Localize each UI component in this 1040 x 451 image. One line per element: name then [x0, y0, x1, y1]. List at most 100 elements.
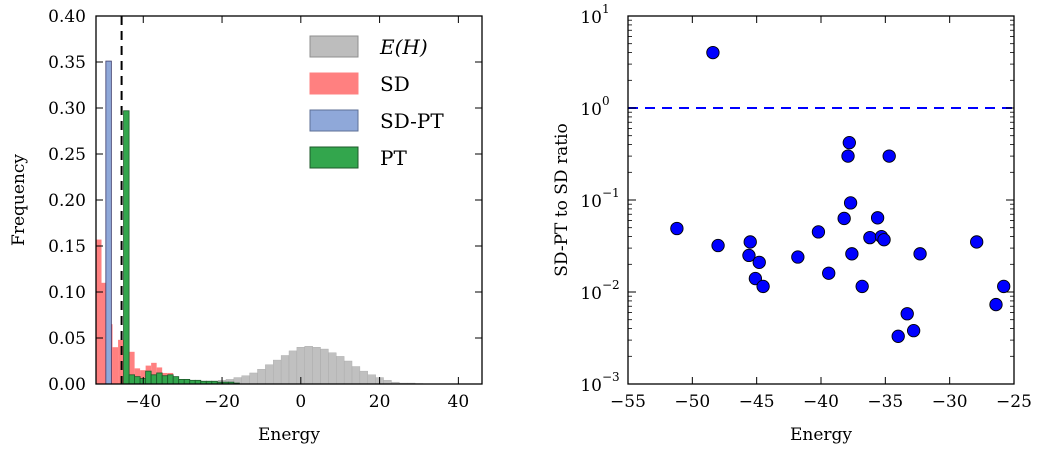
x-tick-label: −35 [867, 392, 903, 412]
histogram-bar [151, 362, 157, 384]
scatter-point [837, 211, 851, 226]
histogram-bar [304, 346, 313, 385]
legend-swatch [309, 35, 359, 58]
scatter-point [891, 329, 905, 343]
legend-swatch [309, 146, 359, 169]
legend-swatch [309, 72, 359, 95]
scatter-point [711, 238, 725, 253]
legend-label: SD [380, 72, 410, 96]
histogram-bar [249, 372, 258, 385]
histogram-bar [129, 351, 135, 384]
y-tick-label: 0.10 [48, 283, 86, 303]
axis-ticks: −40 −20 0 20 40 0.00 0.05 0.10 0.15 0.20 0.25 0.30 0… [48, 7, 482, 412]
x-tick-label: −50 [674, 392, 710, 412]
y-tick-label: 0.15 [48, 237, 86, 257]
legend-label: E(H) [379, 35, 428, 59]
y-tick-label-base: 10 [580, 192, 602, 212]
scatter-point [882, 149, 896, 163]
histogram-bar [105, 60, 112, 385]
histogram-bar [257, 369, 266, 385]
scatter-point [670, 221, 684, 236]
x-tick-label: −40 [125, 392, 161, 412]
scatter-point [841, 149, 855, 163]
scatter-point [900, 307, 914, 321]
y-tick-label-exponent: −3 [602, 370, 620, 384]
histogram-bar [336, 356, 345, 385]
legend-swatch [309, 109, 359, 132]
histogram-bar [359, 370, 368, 385]
y-tick-label: 0.25 [48, 145, 86, 165]
histogram-bar [367, 374, 376, 385]
scatter-point [811, 225, 826, 239]
scatter-point [756, 279, 770, 294]
y-tick-label: 0.20 [48, 191, 86, 211]
x-axis-label: Energy [258, 425, 320, 445]
histogram-bar [312, 347, 321, 385]
scatter-point [842, 136, 856, 150]
y-tick-label-exponent: −2 [602, 278, 620, 292]
scatter-point [906, 324, 921, 338]
x-axis-label: Energy [790, 425, 852, 445]
histogram-bar [145, 370, 152, 385]
legend-label: SD-PT [380, 109, 444, 133]
x-tick-label: −20 [204, 392, 240, 412]
scatter-point [913, 247, 927, 261]
scatter-point [843, 196, 858, 210]
legend: E(H) SD SD-PT PT [309, 35, 444, 170]
histogram-bar [280, 355, 290, 385]
axes-frame [95, 15, 483, 385]
x-tick-label: 40 [448, 392, 470, 412]
x-tick-label: −25 [996, 392, 1032, 412]
scatter-point [752, 255, 766, 270]
histogram-bar [273, 359, 282, 385]
scatter-point [870, 211, 885, 225]
y-tick-label: 0.40 [48, 7, 86, 27]
scatter-point [863, 230, 877, 245]
x-tick-label: −40 [803, 392, 839, 412]
x-tick-label: −45 [739, 392, 775, 412]
histogram-bar [288, 350, 298, 385]
scatter-point [706, 45, 720, 60]
scatter-point [791, 250, 805, 264]
histogram-bar [128, 374, 135, 385]
y-tick-label-base: 10 [580, 100, 602, 120]
histogram-bar [343, 360, 353, 385]
y-tick-label-base: 10 [580, 284, 602, 304]
histogram-panel: −40 −20 0 20 40 0.00 0.05 0.10 0.15 0.20 0.25 0.30 0… [9, 7, 483, 445]
histogram-bar [328, 352, 337, 385]
histogram-bar [96, 239, 102, 384]
histogram-bar [123, 110, 130, 385]
x-tick-label: −55 [610, 392, 646, 412]
plot-frame [627, 15, 1015, 385]
plot-frame [95, 15, 483, 385]
histogram-bar [167, 374, 174, 385]
y-tick-label-exponent: 0 [602, 94, 610, 108]
y-tick-label: 0.35 [48, 53, 86, 73]
histogram-bar [351, 366, 361, 385]
y-tick-label-base: 10 [580, 376, 602, 396]
scatter-point [855, 279, 869, 294]
histogram-bar [320, 348, 329, 385]
histogram-bar [134, 368, 141, 384]
histogram-bar [134, 376, 141, 385]
scatter-point [989, 297, 1003, 312]
histogram-bar [241, 375, 250, 385]
scatter-points [670, 45, 1011, 343]
histogram-bar [156, 372, 163, 385]
y-tick-label: 0.05 [48, 329, 86, 349]
histogram-bar [172, 376, 180, 385]
histogram-bar [265, 364, 274, 385]
y-tick-label-exponent: 1 [602, 2, 610, 16]
scatter-point [997, 279, 1011, 294]
y-tick-label: 0.00 [48, 375, 86, 395]
y-tick-label-exponent: −1 [602, 186, 620, 200]
scatter-point [845, 247, 859, 261]
x-tick-label: 0 [295, 392, 306, 412]
scatter-point [970, 235, 984, 249]
histogram-bar [112, 347, 119, 384]
histogram-bar [178, 378, 185, 385]
histogram-bar [161, 375, 169, 385]
